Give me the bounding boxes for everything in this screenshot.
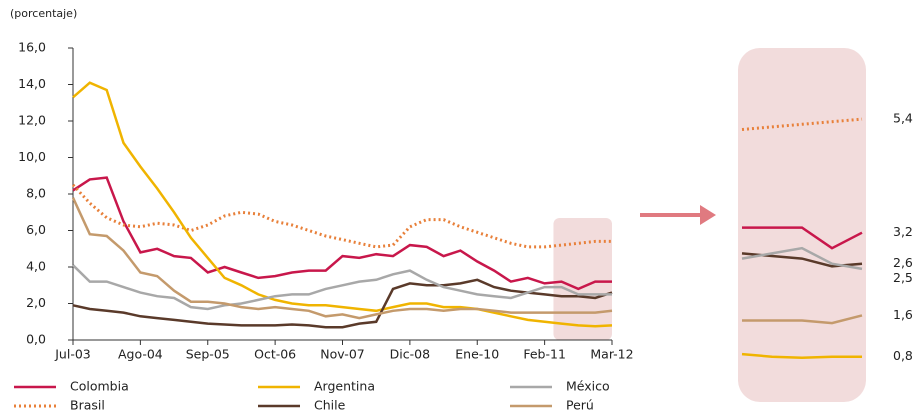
arrow	[640, 205, 716, 225]
x-tick-label: Jul-03	[54, 347, 91, 362]
inset-line	[742, 314, 863, 325]
series-line	[72, 278, 613, 329]
series-line	[71, 183, 612, 249]
y-tick-label: 16,0	[18, 40, 46, 55]
inset-line	[741, 117, 863, 131]
value-label: 0,8	[893, 348, 913, 363]
legend-label: Perú	[566, 398, 594, 413]
inset-line	[741, 246, 863, 271]
y-axis-label: (porcentaje)	[10, 7, 77, 20]
y-tick-label: 12,0	[18, 113, 46, 128]
x-tick-label: Sep-05	[186, 347, 230, 362]
legend-label: Brasil	[70, 398, 105, 413]
x-tick-label: Ene-10	[455, 347, 499, 362]
y-tick-label: 0,0	[26, 332, 46, 347]
y-tick-label: 4,0	[26, 259, 46, 274]
y-tick-label: 14,0	[18, 76, 46, 91]
y-tick-label: 2,0	[26, 295, 46, 310]
y-tick-label: 6,0	[26, 222, 46, 237]
value-label: 1,6	[893, 307, 913, 322]
value-label: 5,4	[893, 111, 913, 126]
inset-panel	[738, 48, 866, 402]
legend-label: Colombia	[70, 379, 129, 394]
series-line	[72, 264, 612, 311]
series-line	[72, 81, 613, 328]
x-tick-label: Mar-12	[590, 347, 633, 362]
x-tick-label: Feb-11	[523, 347, 566, 362]
value-label: 2,5	[893, 270, 913, 285]
legend-label: Chile	[314, 398, 346, 413]
legend-label: México	[566, 379, 610, 394]
value-label: 2,6	[893, 255, 913, 270]
x-tick-label: Oct-06	[254, 347, 296, 362]
x-tick-label: Ago-04	[118, 347, 163, 362]
x-tick-label: Dic-08	[390, 347, 430, 362]
zoom-highlight	[553, 218, 612, 340]
y-tick-label: 10,0	[18, 149, 46, 164]
y-tick-label: 8,0	[26, 186, 46, 201]
inset-line	[742, 226, 863, 250]
x-tick-label: Nov-07	[320, 347, 364, 362]
inset-line	[741, 352, 862, 359]
series-line	[71, 197, 613, 320]
series-line	[72, 176, 612, 291]
legend-label: Argentina	[314, 379, 375, 394]
value-label: 3,2	[893, 224, 913, 239]
